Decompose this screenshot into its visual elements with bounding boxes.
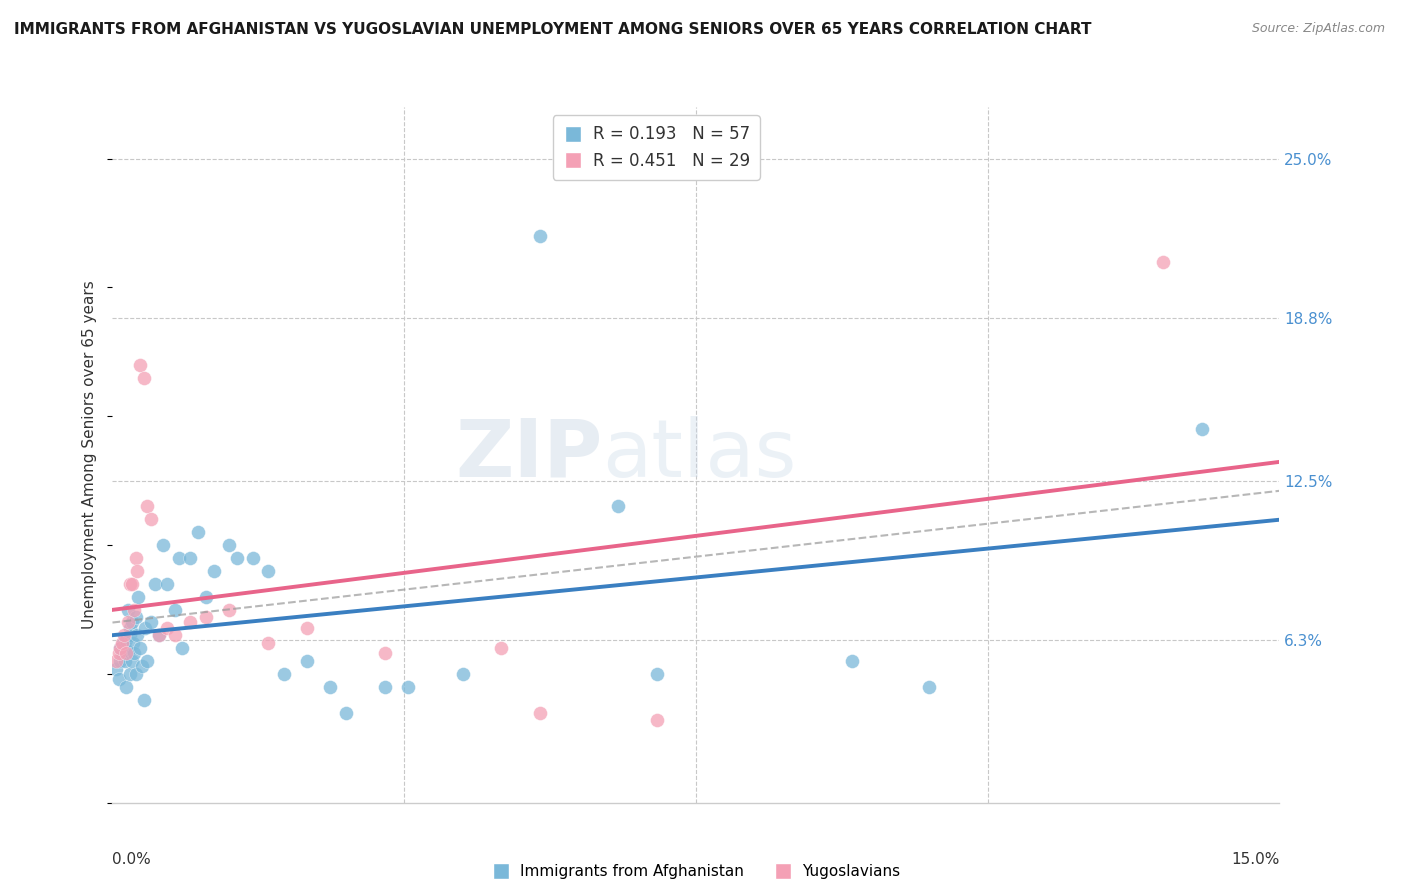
Point bbox=[491, 641, 513, 656]
Point bbox=[117, 644, 139, 658]
Point bbox=[120, 628, 142, 642]
Point bbox=[163, 602, 186, 616]
Point bbox=[529, 706, 551, 720]
Point bbox=[125, 667, 148, 681]
Point bbox=[295, 621, 318, 635]
Point bbox=[111, 636, 134, 650]
Point bbox=[335, 706, 357, 720]
Point bbox=[121, 615, 143, 630]
Point bbox=[136, 654, 159, 668]
Point bbox=[187, 525, 209, 540]
Point bbox=[645, 714, 668, 728]
Point bbox=[125, 551, 148, 566]
Point bbox=[396, 680, 419, 694]
Text: Source: ZipAtlas.com: Source: ZipAtlas.com bbox=[1251, 22, 1385, 36]
Point bbox=[127, 590, 149, 604]
Point bbox=[128, 358, 150, 372]
Point bbox=[114, 654, 136, 668]
Point bbox=[529, 228, 551, 243]
Point bbox=[132, 692, 155, 706]
Text: 0.0%: 0.0% bbox=[112, 852, 152, 866]
Point bbox=[110, 641, 132, 656]
Point bbox=[179, 551, 201, 566]
Point bbox=[319, 680, 342, 694]
Text: ZIP: ZIP bbox=[456, 416, 603, 494]
Point bbox=[134, 621, 156, 635]
Point bbox=[131, 659, 153, 673]
Point bbox=[295, 654, 318, 668]
Point bbox=[841, 654, 863, 668]
Point bbox=[105, 654, 128, 668]
Point bbox=[121, 654, 143, 668]
Point bbox=[141, 615, 163, 630]
Point bbox=[194, 590, 217, 604]
Point bbox=[128, 641, 150, 656]
Point bbox=[374, 646, 396, 660]
Point bbox=[374, 680, 396, 694]
Point bbox=[143, 576, 166, 591]
Point bbox=[118, 576, 141, 591]
Point bbox=[167, 551, 190, 566]
Point bbox=[117, 615, 139, 630]
Point bbox=[115, 646, 138, 660]
Point bbox=[132, 370, 155, 384]
Point bbox=[148, 628, 170, 642]
Y-axis label: Unemployment Among Seniors over 65 years: Unemployment Among Seniors over 65 years bbox=[82, 281, 97, 629]
Point bbox=[122, 602, 145, 616]
Point bbox=[156, 576, 179, 591]
Point bbox=[1152, 254, 1174, 268]
Point bbox=[127, 564, 149, 578]
Point bbox=[163, 628, 186, 642]
Point bbox=[107, 646, 129, 660]
Point bbox=[114, 680, 136, 694]
Point bbox=[242, 551, 264, 566]
Point bbox=[202, 564, 225, 578]
Point bbox=[125, 610, 148, 624]
Point bbox=[607, 500, 630, 514]
Point bbox=[1191, 422, 1213, 436]
Point bbox=[121, 576, 143, 591]
Point bbox=[122, 636, 145, 650]
Point bbox=[117, 602, 139, 616]
Point bbox=[273, 667, 295, 681]
Point bbox=[194, 610, 217, 624]
Point bbox=[107, 672, 129, 686]
Point bbox=[110, 641, 132, 656]
Text: IMMIGRANTS FROM AFGHANISTAN VS YUGOSLAVIAN UNEMPLOYMENT AMONG SENIORS OVER 65 YE: IMMIGRANTS FROM AFGHANISTAN VS YUGOSLAVI… bbox=[14, 22, 1091, 37]
Point bbox=[111, 636, 134, 650]
Point bbox=[152, 538, 174, 552]
Point bbox=[148, 628, 170, 642]
Point bbox=[127, 628, 149, 642]
Point bbox=[257, 564, 280, 578]
Point bbox=[112, 641, 135, 656]
Point bbox=[105, 662, 128, 676]
Text: atlas: atlas bbox=[603, 416, 797, 494]
Point bbox=[226, 551, 249, 566]
Point bbox=[141, 512, 163, 526]
Point bbox=[451, 667, 474, 681]
Point bbox=[122, 646, 145, 660]
Point bbox=[172, 641, 194, 656]
Text: 15.0%: 15.0% bbox=[1232, 852, 1279, 866]
Point bbox=[118, 667, 141, 681]
Point bbox=[918, 680, 941, 694]
Point bbox=[257, 636, 280, 650]
Point bbox=[115, 633, 138, 648]
Point bbox=[645, 667, 668, 681]
Legend: Immigrants from Afghanistan, Yugoslavians: Immigrants from Afghanistan, Yugoslavian… bbox=[486, 858, 905, 886]
Point bbox=[118, 621, 141, 635]
Point bbox=[111, 646, 134, 660]
Point bbox=[156, 621, 179, 635]
Point bbox=[218, 602, 240, 616]
Point bbox=[218, 538, 240, 552]
Point bbox=[110, 654, 132, 668]
Point bbox=[136, 500, 159, 514]
Point bbox=[179, 615, 201, 630]
Point bbox=[112, 628, 135, 642]
